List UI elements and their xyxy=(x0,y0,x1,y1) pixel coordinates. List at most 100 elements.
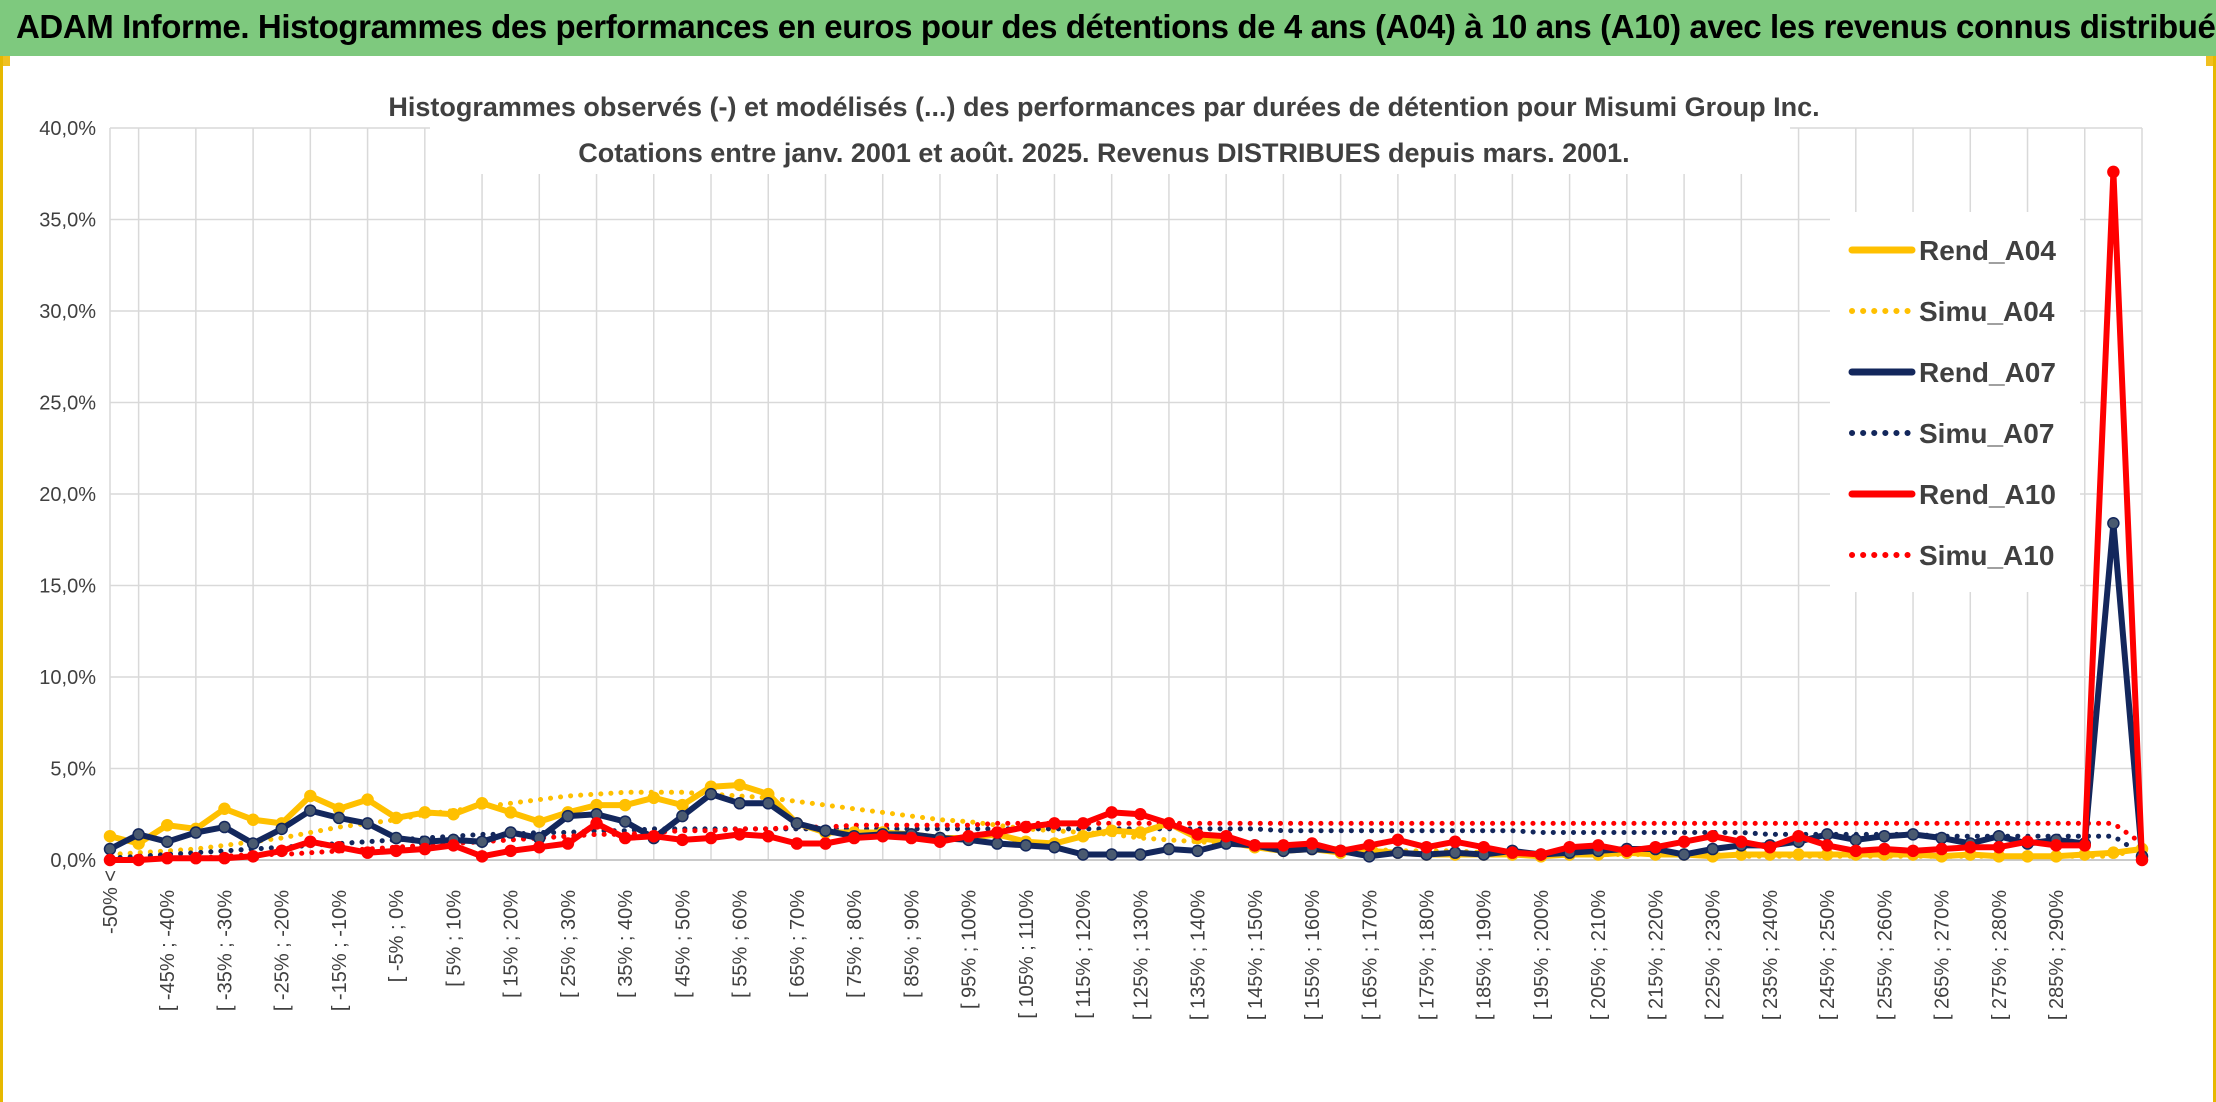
data-point xyxy=(676,798,689,812)
data-point xyxy=(361,846,374,859)
x-tick-label: [ 125% ; 130% xyxy=(1130,890,1152,1020)
data-point xyxy=(332,811,346,825)
data-point xyxy=(1906,828,1920,841)
data-point xyxy=(1048,840,1061,854)
data-point xyxy=(1363,850,1376,863)
data-point xyxy=(1448,846,1462,859)
data-point xyxy=(762,797,775,810)
data-point xyxy=(1964,840,1977,854)
x-tick-label: [ -25% ; -20% xyxy=(272,890,294,1011)
data-point xyxy=(733,828,746,841)
data-point xyxy=(1420,840,1433,854)
data-point xyxy=(1391,846,1405,859)
y-tick-label: 15,0% xyxy=(39,576,96,598)
data-point xyxy=(103,829,117,843)
data-point xyxy=(332,840,346,854)
data-point xyxy=(1935,842,1948,856)
data-point xyxy=(389,811,403,825)
data-point xyxy=(676,833,689,847)
data-point xyxy=(1105,806,1118,819)
data-point xyxy=(1849,844,1863,858)
data-point xyxy=(218,802,231,816)
data-point xyxy=(1448,835,1462,848)
x-tick-label: [ 65% ; 70% xyxy=(787,890,809,998)
data-point xyxy=(304,789,317,803)
x-tick-label: [ 145% ; 150% xyxy=(1245,890,1267,1020)
data-point xyxy=(1620,844,1634,858)
chart-titles: Histogrammes observés (-) et modélisés (… xyxy=(388,82,1820,174)
x-tick-label: -50% < xyxy=(100,870,122,934)
data-point xyxy=(618,798,632,812)
x-tick-label: [ 85% ; 90% xyxy=(901,890,923,998)
data-point xyxy=(1134,808,1147,821)
data-point xyxy=(1219,829,1233,843)
x-tick-label: [ 115% ; 120% xyxy=(1073,890,1095,1019)
data-point xyxy=(246,813,260,826)
data-point xyxy=(504,826,517,839)
data-point xyxy=(1134,848,1147,861)
data-point xyxy=(905,831,918,845)
chart-subtitle: Cotations entre janv. 2001 et août. 2025… xyxy=(578,138,1629,168)
x-tick-label: [ 5% ; 10% xyxy=(443,890,465,987)
data-point xyxy=(762,829,775,843)
data-point xyxy=(475,850,489,863)
x-tick-label: [ 185% ; 190% xyxy=(1474,890,1496,1020)
data-point xyxy=(819,824,832,837)
data-point xyxy=(103,842,117,856)
data-point xyxy=(447,839,460,852)
data-point xyxy=(618,815,632,828)
data-point xyxy=(676,809,689,823)
data-point xyxy=(275,844,288,858)
x-tick-label: [ 265% ; 270% xyxy=(1932,890,1954,1020)
series-layer xyxy=(103,165,2149,867)
data-point xyxy=(1792,848,1805,861)
x-tick-label: [ 225% ; 230% xyxy=(1703,890,1725,1020)
data-point xyxy=(1992,829,2006,843)
data-point xyxy=(1763,840,1777,854)
x-tick-label: [ 175% ; 180% xyxy=(1417,890,1439,1020)
data-point xyxy=(1649,840,1662,854)
data-point xyxy=(189,851,203,865)
data-point xyxy=(361,817,374,830)
y-tick-label: 30,0% xyxy=(39,301,96,323)
data-point xyxy=(2021,835,2034,848)
data-point xyxy=(418,806,432,819)
x-tick-label: [ 135% ; 140% xyxy=(1188,890,1210,1020)
data-point xyxy=(561,809,575,823)
data-point xyxy=(1134,826,1147,839)
data-point xyxy=(990,837,1004,850)
x-tick-label: [ -15% ; -10% xyxy=(329,890,351,1011)
y-tick-label: 20,0% xyxy=(39,484,96,506)
legend-label: Rend_A07 xyxy=(1919,357,2056,388)
data-point xyxy=(218,851,231,865)
data-point xyxy=(1363,839,1376,852)
legend-label: Simu_A10 xyxy=(1919,540,2054,571)
data-point xyxy=(533,840,546,854)
data-point xyxy=(1076,848,1090,861)
data-point xyxy=(1878,842,1891,856)
series-line-simu-a10 xyxy=(107,820,2145,863)
data-point xyxy=(847,831,861,845)
data-point xyxy=(1048,817,1061,830)
data-point xyxy=(189,826,203,839)
data-point xyxy=(504,806,517,819)
legend: Rend_A04 Simu_A04 Rend_A07 Simu_A07 Rend_A10… xyxy=(1830,212,2080,592)
x-tick-label: [ 285% ; 290% xyxy=(2046,890,2068,1020)
x-tick-label: [ -35% ; -30% xyxy=(214,890,236,1011)
data-point xyxy=(1305,837,1319,850)
corner-marker xyxy=(0,56,10,66)
data-point xyxy=(1849,833,1863,847)
x-tick-label: [ -45% ; -40% xyxy=(157,890,179,1011)
data-point xyxy=(1820,828,1834,841)
data-point xyxy=(475,797,489,810)
y-tick-label: 35,0% xyxy=(39,210,96,232)
data-point xyxy=(1076,817,1090,830)
data-point xyxy=(1506,846,1519,859)
x-tick-label: [ 235% ; 240% xyxy=(1760,890,1782,1020)
data-point xyxy=(2107,517,2120,530)
data-point xyxy=(1076,829,1090,843)
data-point xyxy=(647,791,661,805)
data-point xyxy=(1162,817,1176,830)
legend-label: Rend_A10 xyxy=(1919,479,2056,510)
data-point xyxy=(561,837,575,850)
